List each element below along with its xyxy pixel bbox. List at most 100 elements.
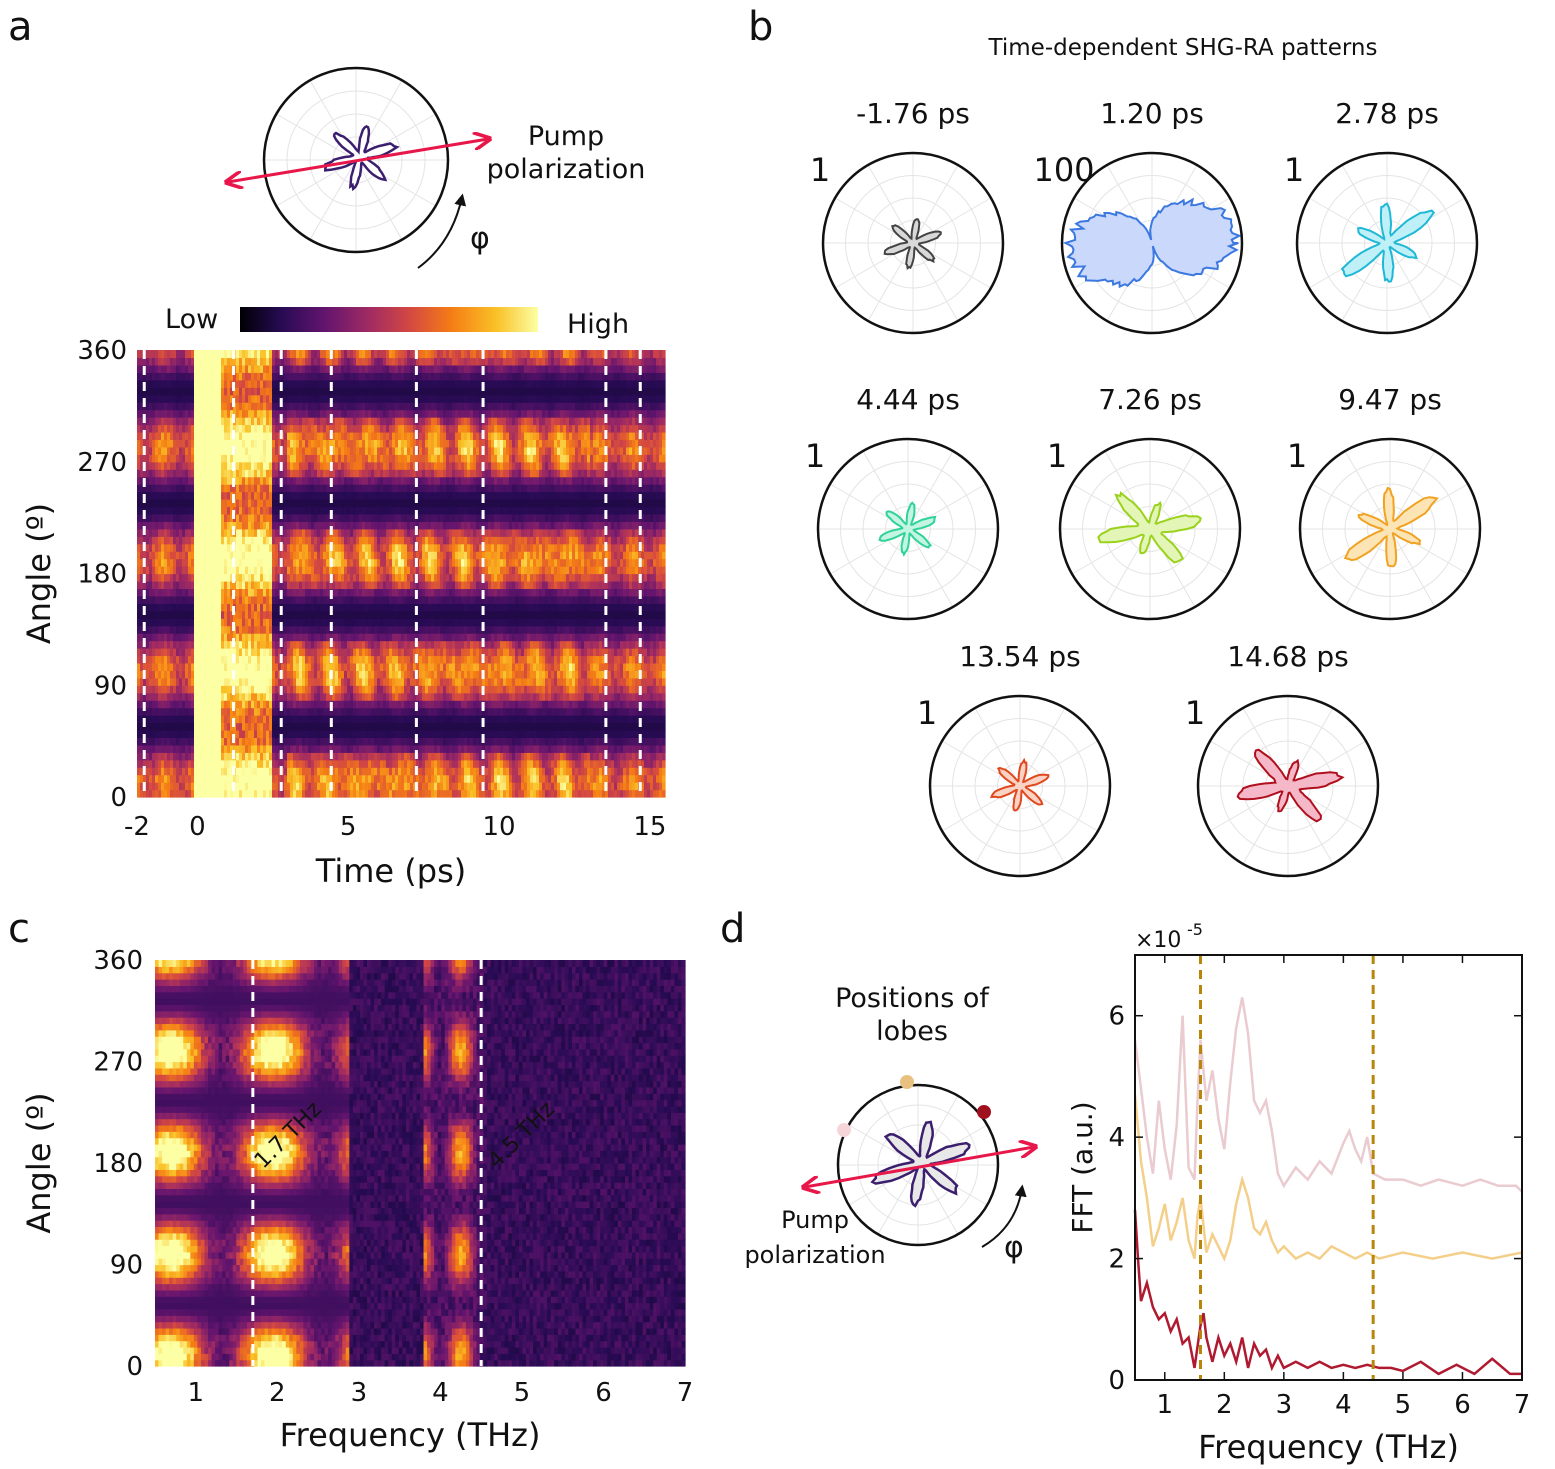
heatmap-cell <box>635 677 639 686</box>
heatmap-cell <box>182 655 186 664</box>
heatmap-cell <box>593 655 597 664</box>
heatmap-cell <box>587 744 591 753</box>
heatmap-cell <box>452 648 456 657</box>
heatmap-cell <box>158 700 162 709</box>
heatmap-cell <box>146 782 150 791</box>
heatmap-cell <box>272 670 276 679</box>
heatmap-cell <box>221 744 225 753</box>
heatmap-cell <box>374 640 378 649</box>
heatmap-cell <box>149 640 153 649</box>
heatmap-cell <box>602 767 606 776</box>
heatmap-cell <box>533 640 537 649</box>
heatmap-cell <box>446 774 450 783</box>
heatmap-cell <box>347 752 351 761</box>
heatmap-cell <box>197 715 201 724</box>
heatmap-cell <box>647 707 651 716</box>
heatmap-cell <box>140 729 144 738</box>
heatmap-cell <box>224 685 228 694</box>
heatmap-cell <box>662 707 666 716</box>
heatmap-cell <box>428 648 432 657</box>
heatmap-cell <box>602 700 606 709</box>
heatmap-cell <box>254 759 258 768</box>
heatmap-cell <box>641 648 645 657</box>
heatmap-cell <box>419 789 423 798</box>
heatmap-cell <box>260 737 264 746</box>
heatmap-cell <box>617 767 621 776</box>
heatmap-cell <box>407 759 411 768</box>
heatmap-cell <box>467 677 471 686</box>
heatmap-cell <box>332 707 336 716</box>
heatmap-cell <box>146 759 150 768</box>
heatmap-cell <box>644 782 648 791</box>
heatmap-cell <box>599 677 603 686</box>
heatmap-cell <box>362 737 366 746</box>
heatmap-cell <box>329 707 333 716</box>
heatmap-cell <box>401 685 405 694</box>
heatmap-cell <box>200 759 204 768</box>
heatmap-cell <box>542 648 546 657</box>
heatmap-cell <box>494 692 498 701</box>
heatmap-cell <box>632 670 636 679</box>
heatmap-cell <box>512 662 516 671</box>
heatmap-cell <box>533 677 537 686</box>
heatmap-cell <box>227 789 231 798</box>
heatmap-cell <box>200 662 204 671</box>
colorbar-low-label: Low <box>165 304 218 335</box>
heatmap-cell <box>248 744 252 753</box>
heatmap-cell <box>248 774 252 783</box>
heatmap-cell <box>341 782 345 791</box>
heatmap-cell <box>323 782 327 791</box>
heatmap-cell <box>545 648 549 657</box>
heatmap-cell <box>422 700 426 709</box>
heatmap-cell <box>632 655 636 664</box>
heatmap-cell <box>599 655 603 664</box>
heatmap-cell <box>365 677 369 686</box>
heatmap-cell <box>494 774 498 783</box>
heatmap-cell <box>209 715 213 724</box>
heatmap-cell <box>527 707 531 716</box>
heatmap-cell <box>305 774 309 783</box>
heatmap-cell <box>203 789 207 798</box>
heatmap-cell <box>638 759 642 768</box>
heatmap-cell <box>650 640 654 649</box>
heatmap-cell <box>167 633 171 642</box>
heatmap-cell <box>644 789 648 798</box>
heatmap-cell <box>566 685 570 694</box>
heatmap-cell <box>341 692 345 701</box>
heatmap-cell <box>380 670 384 679</box>
heatmap-cell <box>434 640 438 649</box>
heatmap-cell <box>317 655 321 664</box>
heatmap-cell <box>578 737 582 746</box>
heatmap-cell <box>443 722 447 731</box>
heatmap-cell <box>380 715 384 724</box>
heatmap-cell <box>176 767 180 776</box>
heatmap-cell <box>221 700 225 709</box>
heatmap-cell <box>284 782 288 791</box>
heatmap-cell <box>161 744 165 753</box>
heatmap-cell <box>152 677 156 686</box>
heatmap-cell <box>443 640 447 649</box>
heatmap-cell <box>467 759 471 768</box>
heatmap-cell <box>458 782 462 791</box>
heatmap-cell <box>551 685 555 694</box>
heatmap-cell <box>266 655 270 664</box>
heatmap-cell <box>422 648 426 657</box>
heatmap-cell <box>623 670 627 679</box>
heatmap-cell <box>218 744 222 753</box>
heatmap-cell <box>602 759 606 768</box>
heatmap-cell <box>602 707 606 716</box>
heatmap-cell <box>467 782 471 791</box>
heatmap-cell <box>413 729 417 738</box>
heatmap-cell <box>188 692 192 701</box>
heatmap-cell <box>242 685 246 694</box>
heatmap-cell <box>656 752 660 761</box>
heatmap-cell <box>287 729 291 738</box>
heatmap-cell <box>218 752 222 761</box>
heatmap-cell <box>572 670 576 679</box>
heatmap-cell <box>224 640 228 649</box>
heatmap-cell <box>662 655 666 664</box>
heatmap-cell <box>260 722 264 731</box>
heatmap-cell <box>203 707 207 716</box>
heatmap-cell <box>158 655 162 664</box>
